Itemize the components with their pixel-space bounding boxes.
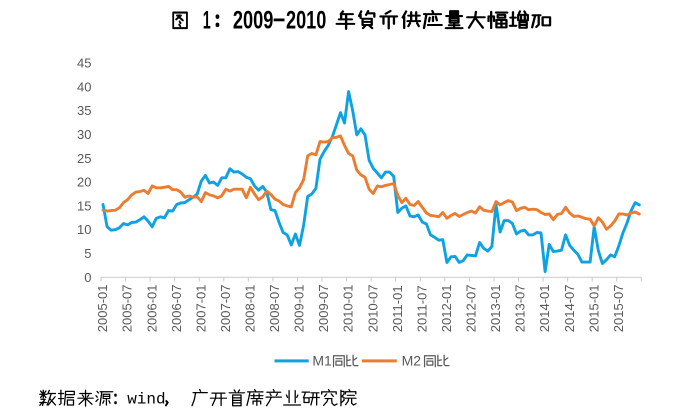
svg-text:2009: 2009	[233, 6, 274, 34]
svg-text:0: 0	[84, 270, 91, 285]
svg-text:2011-01: 2011-01	[390, 285, 405, 332]
svg-text:2013-07: 2013-07	[513, 284, 528, 332]
svg-text:2014-01: 2014-01	[537, 284, 552, 332]
svg-text:2010-01: 2010-01	[341, 284, 356, 332]
svg-text:2015-01: 2015-01	[586, 284, 601, 332]
svg-text:M2: M2	[402, 352, 422, 368]
svg-text:2008-01: 2008-01	[243, 284, 258, 332]
svg-text:40: 40	[77, 79, 91, 94]
svg-text:10: 10	[77, 222, 91, 237]
svg-text:2009-07: 2009-07	[316, 284, 331, 332]
svg-text:45: 45	[77, 56, 91, 71]
svg-text:2007-07: 2007-07	[218, 284, 233, 332]
svg-text:2015-07: 2015-07	[611, 284, 626, 332]
svg-text:2008-07: 2008-07	[267, 284, 282, 332]
svg-text:wind: wind	[127, 391, 165, 409]
svg-text:20: 20	[77, 175, 91, 190]
svg-text:2006-07: 2006-07	[169, 284, 184, 332]
svg-text:30: 30	[77, 127, 91, 142]
svg-text:1: 1	[203, 6, 211, 34]
svg-text:2010: 2010	[286, 6, 326, 34]
svg-text:5: 5	[84, 246, 91, 261]
svg-text:2007-01: 2007-01	[193, 284, 208, 332]
svg-text:15: 15	[77, 198, 91, 213]
svg-text:35: 35	[77, 103, 91, 118]
svg-text:2014-07: 2014-07	[562, 284, 577, 332]
svg-text:2006-01: 2006-01	[144, 284, 159, 332]
svg-text:M1: M1	[312, 352, 332, 368]
svg-text:2009-01: 2009-01	[292, 284, 307, 332]
svg-text:2012-07: 2012-07	[464, 284, 479, 332]
svg-text:2013-01: 2013-01	[488, 284, 503, 332]
svg-text:2011-07: 2011-07	[414, 285, 429, 332]
svg-text:2005-07: 2005-07	[120, 284, 135, 332]
svg-text:2010-07: 2010-07	[365, 284, 380, 332]
svg-text:2012-01: 2012-01	[439, 284, 454, 332]
svg-text:25: 25	[77, 151, 91, 166]
svg-text:2005-01: 2005-01	[95, 284, 110, 332]
